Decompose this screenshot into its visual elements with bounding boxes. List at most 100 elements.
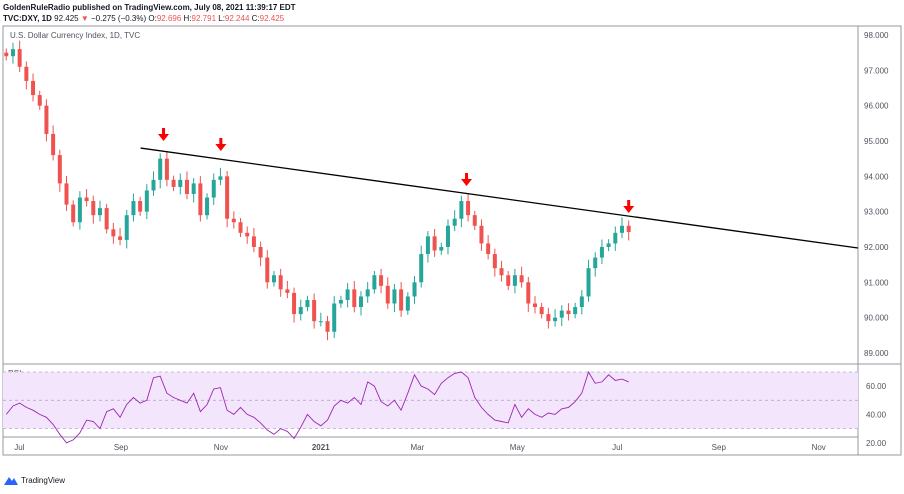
close-label: C: <box>251 14 260 23</box>
candle-body <box>559 310 564 318</box>
candle-body <box>271 275 276 283</box>
candle-body <box>251 236 256 247</box>
candle-body <box>573 307 578 315</box>
open-value: 92.696 <box>156 14 182 23</box>
candle-body <box>392 289 397 304</box>
candle-body <box>325 321 330 332</box>
candle-body <box>171 179 176 187</box>
candle-body <box>178 179 183 187</box>
down-arrow-icon <box>215 138 227 151</box>
candle-body <box>118 236 123 240</box>
candle-body <box>44 105 49 134</box>
candle-body <box>312 299 317 322</box>
candle-body <box>124 215 129 240</box>
down-arrow-icon <box>158 128 170 141</box>
low-value: 92.244 <box>224 14 250 23</box>
candle-body <box>539 307 544 315</box>
candle-body <box>532 303 537 308</box>
price-tick-label: 94.000 <box>864 172 889 181</box>
candle-body <box>499 268 504 276</box>
candle-body <box>419 254 424 283</box>
tradingview-logo[interactable]: TradingView <box>4 476 65 485</box>
candle-body <box>305 299 310 308</box>
candle-body <box>84 197 89 202</box>
candle-body <box>131 201 136 216</box>
candle-body <box>198 183 203 216</box>
candle-body <box>593 257 598 269</box>
price-tick-label: 93.000 <box>864 208 889 217</box>
high-value: 92.791 <box>191 14 217 23</box>
candle-body <box>506 275 511 286</box>
candle-body <box>599 246 604 258</box>
symbol-info: TVC:DXY, 1D 92.425 ▼ −0.275 (−0.3%) O:92… <box>3 14 284 23</box>
price-tick-label: 89.000 <box>864 349 889 358</box>
candle-body <box>519 275 524 283</box>
candle-body <box>613 232 618 244</box>
candle-body <box>104 208 109 230</box>
candle-body <box>619 225 624 233</box>
time-tick-label: Nov <box>214 443 228 452</box>
price-change: −0.275 (−0.3%) <box>91 14 147 23</box>
chart-frame <box>2 25 902 456</box>
candle-body <box>258 246 263 258</box>
down-arrow-icon <box>461 173 473 186</box>
candle-body <box>205 197 210 216</box>
candle-body <box>64 183 69 205</box>
candle-body <box>97 208 102 216</box>
time-tick-label: Sep <box>712 443 727 452</box>
candle-body <box>164 158 169 180</box>
candle-body <box>285 289 290 293</box>
candle-body <box>479 225 484 244</box>
time-tick-label: Sep <box>114 443 129 452</box>
candle-body <box>526 282 531 304</box>
rsi-tick-label: 20.00 <box>866 439 887 448</box>
candle-body <box>231 218 236 223</box>
candle-body <box>77 197 82 223</box>
publish-info: GoldenRuleRadio published on TradingView… <box>3 3 296 12</box>
candle-body <box>218 176 223 180</box>
candle-body <box>37 95 42 106</box>
candle-body <box>265 257 270 283</box>
candle-body <box>17 49 22 67</box>
candle-body <box>459 201 464 219</box>
candle-body <box>4 52 9 57</box>
down-triangle-icon: ▼ <box>80 14 89 23</box>
time-tick-label: Jul <box>14 443 24 452</box>
price-tick-label: 95.000 <box>864 137 889 146</box>
rsi-line <box>5 370 629 444</box>
chart-title: U.S. Dollar Currency Index, 1D, TVC <box>10 31 140 40</box>
price-tick-label: 96.000 <box>864 102 889 111</box>
candle-body <box>151 179 156 191</box>
trendline <box>140 147 859 249</box>
time-tick-label: Jul <box>612 443 622 452</box>
candle-body <box>345 289 350 300</box>
candle-body <box>158 158 163 180</box>
candle-body <box>184 179 189 194</box>
candle-body <box>626 225 631 232</box>
candle-body <box>24 66 29 81</box>
candle-body <box>352 289 357 308</box>
price-tick-label: 90.000 <box>864 314 889 323</box>
price-tick-label: 97.000 <box>864 66 889 75</box>
candle-body <box>445 225 450 247</box>
candle-body <box>553 317 558 322</box>
candle-body <box>405 296 410 311</box>
candle-body <box>318 321 323 323</box>
close-value: 92.425 <box>259 14 285 23</box>
candle-body <box>332 303 337 332</box>
price-tick-label: 98.000 <box>864 31 889 40</box>
candle-body <box>245 232 250 237</box>
candle-body <box>452 218 457 226</box>
candle-body <box>238 222 243 233</box>
candle-body <box>472 215 477 226</box>
candle-body <box>486 243 491 255</box>
candle-body <box>10 49 15 57</box>
time-tick-label: Nov <box>812 443 826 452</box>
candle-body <box>51 133 56 156</box>
candle-body <box>365 289 370 297</box>
rsi-tick-label: 60.00 <box>866 382 887 391</box>
candle-body <box>292 292 297 315</box>
last-price: 92.425 <box>54 14 79 23</box>
candle-body <box>432 236 437 251</box>
